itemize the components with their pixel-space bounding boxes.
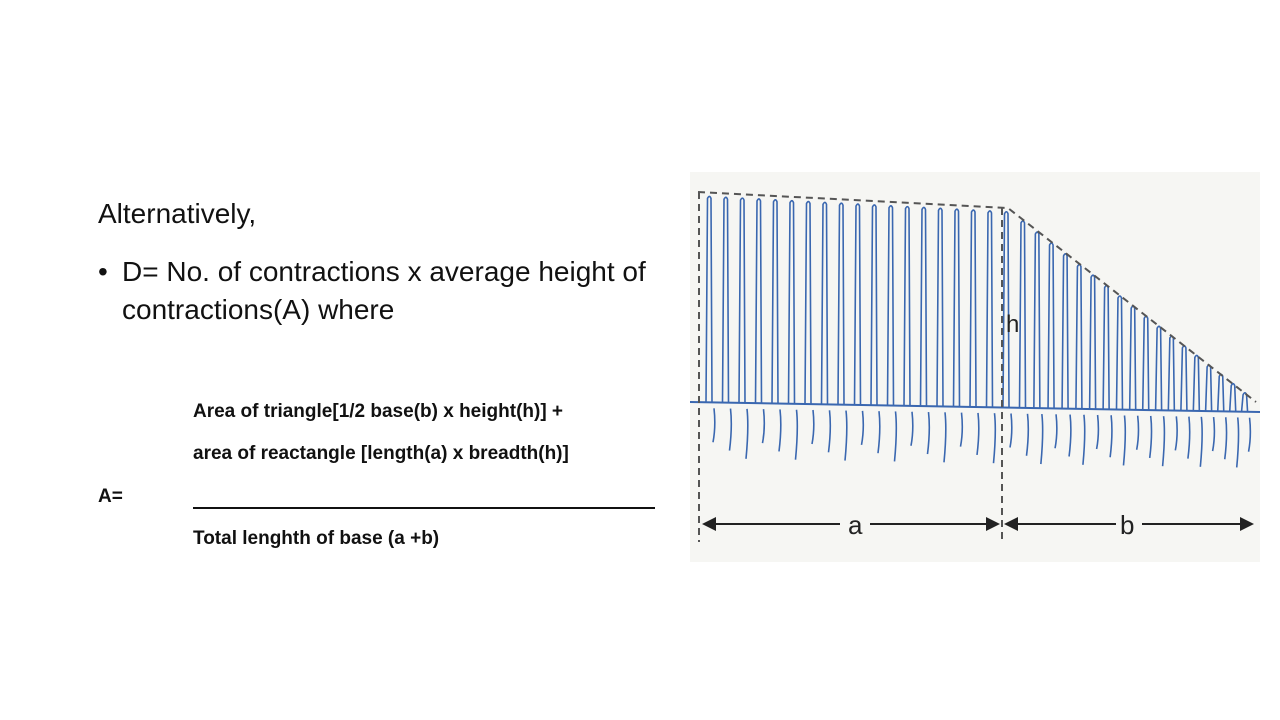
kymograph-figure: h a b: [690, 172, 1260, 562]
baseline: [690, 401, 1260, 413]
kymograph-diagram: h a b: [690, 191, 1260, 542]
formula-numerator-line1: Area of triangle[1/2 base(b) x height(h)…: [193, 401, 564, 422]
arrowhead-b-right: [1240, 517, 1254, 531]
formula-lhs: A=: [98, 486, 123, 507]
height-label-h: h: [1006, 311, 1019, 338]
formula-numerator-line2: area of reactangle [length(a) x breadth(…: [193, 443, 569, 464]
envelope-dashed-line: [697, 191, 1257, 403]
arrowhead-a-left: [702, 517, 716, 531]
contraction-waveform: [705, 195, 1252, 468]
base-label-b: b: [1120, 510, 1134, 540]
formula-denominator: Total lenghth of base (a +b): [193, 528, 440, 549]
contraction-traces: [705, 195, 1252, 468]
bullet-text: D= No. of contractions x average height …: [122, 256, 646, 325]
fraction-bar: [193, 507, 655, 509]
bullet-item: • D= No. of contractions x average heigh…: [98, 253, 658, 329]
arrowhead-b-left: [1004, 517, 1018, 531]
arrowhead-a-right: [986, 517, 1000, 531]
dimension-arrows: a b: [702, 510, 1254, 540]
base-label-a: a: [848, 510, 863, 540]
slide-heading: Alternatively,: [98, 198, 257, 229]
bullet-dot: •: [98, 256, 108, 287]
